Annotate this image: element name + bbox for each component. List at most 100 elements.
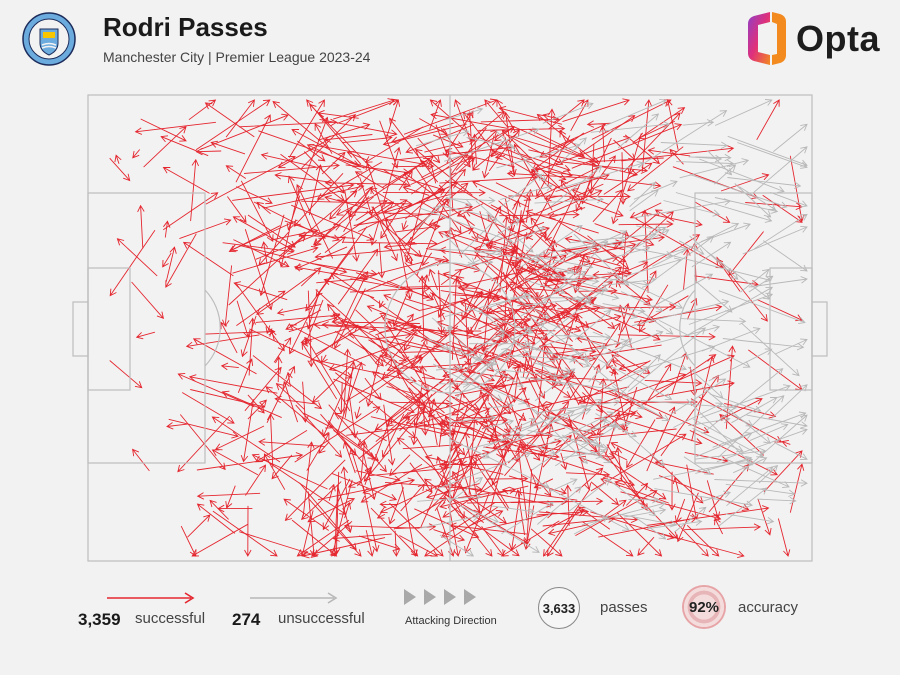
successful-pass-arrow	[377, 334, 388, 357]
header: Rodri Passes Manchester City | Premier L…	[0, 0, 900, 80]
successful-pass-arrow	[271, 454, 293, 480]
unsuccessful-pass-arrow	[483, 416, 555, 449]
attacking-direction-icon	[404, 589, 476, 605]
successful-pass-arrow	[317, 109, 359, 119]
successful-pass-arrow	[337, 322, 377, 333]
unsuccessful-pass-arrow	[629, 189, 659, 212]
unsuccessful-pass-arrow	[691, 241, 732, 268]
unsuccessful-pass-arrow	[445, 196, 496, 205]
successful-pass-arrow	[725, 345, 736, 429]
successful-pass-arrow	[360, 343, 384, 367]
successful-pass-arrow	[232, 181, 355, 201]
successful-pass-arrow	[165, 233, 197, 288]
successful-pass-arrow	[762, 194, 803, 223]
successful-pass-arrow	[614, 480, 625, 488]
successful-pass-arrow	[616, 390, 710, 434]
unsuccessful-pass-arrow	[542, 275, 600, 285]
successful-pass-arrow	[328, 483, 336, 501]
successful-pass-arrow	[210, 140, 246, 155]
successful-pass-arrow	[374, 313, 414, 364]
successful-pass-arrow	[433, 529, 466, 542]
unsuccessful-pass-arrow	[571, 431, 601, 447]
unsuccessful-pass-arrow	[467, 258, 494, 267]
unsuccessful-pass-arrow	[483, 418, 515, 429]
successful-pass-arrow	[542, 112, 557, 121]
unsuccessful-pass-arrow	[570, 285, 620, 301]
unsuccessful-pass-arrow	[550, 165, 603, 207]
successful-pass-arrow	[389, 454, 411, 477]
unsuccessful-pass-arrow	[613, 421, 665, 467]
successful-pass-arrow	[255, 311, 341, 323]
successful-pass-arrow	[109, 157, 131, 182]
successful-pass-arrow	[602, 499, 627, 518]
successful-pass-arrow	[195, 99, 271, 151]
successful-pass-arrow	[383, 169, 411, 187]
successful-pass-arrow	[582, 521, 634, 557]
successful-pass-arrow	[694, 201, 731, 223]
successful-pass-arrow	[311, 520, 353, 557]
unsuccessful-pass-arrow	[581, 501, 666, 526]
unsuccessful-label: unsuccessful	[278, 610, 365, 627]
successful-pass-arrow	[660, 374, 720, 457]
successful-pass-arrow	[428, 268, 439, 291]
successful-pass-arrow	[621, 270, 657, 333]
unsuccessful-pass-arrow	[574, 309, 612, 340]
unsuccessful-pass-arrow	[739, 186, 777, 211]
unsuccessful-pass-arrow	[762, 240, 808, 272]
successful-pass-arrow	[464, 493, 507, 524]
unsuccessful-pass-arrow	[694, 447, 767, 460]
successful-pass-arrow	[562, 98, 630, 123]
successful-pass-arrow	[137, 204, 145, 249]
unsuccessful-pass-arrow	[480, 310, 558, 380]
successful-pass-arrow	[560, 452, 568, 471]
successful-pass-arrow	[357, 199, 408, 226]
successful-pass-arrow	[424, 454, 504, 475]
successful-pass-arrow	[227, 196, 247, 223]
successful-pass-arrow	[303, 412, 334, 429]
successful-pass-arrow	[343, 348, 352, 415]
accuracy-label: accuracy	[738, 599, 799, 616]
successful-pass-arrow	[312, 196, 374, 246]
successful-pass-arrow	[627, 146, 684, 192]
successful-pass-arrow	[344, 501, 352, 519]
successful-pass-arrow	[528, 264, 616, 329]
unsuccessful-pass-arrow	[695, 280, 733, 313]
unsuccessful-pass-arrow	[692, 418, 764, 458]
successful-pass-arrow	[225, 99, 255, 138]
successful-pass-arrow	[387, 320, 454, 353]
successful-pass-arrow	[220, 321, 238, 354]
unsuccessful-pass-arrow	[699, 158, 785, 193]
successful-pass-arrow	[674, 498, 686, 523]
successful-pass-arrow	[536, 135, 571, 197]
successful-pass-arrow	[544, 194, 562, 202]
successful-pass-arrow	[763, 450, 803, 493]
unsuccessful-pass-arrow	[727, 135, 808, 167]
unsuccessful-pass-arrow	[507, 354, 577, 363]
unsuccessful-pass-arrow	[540, 338, 629, 365]
successful-pass-arrow	[312, 367, 350, 404]
successful-pass-arrow	[316, 497, 356, 518]
unsuccessful-pass-arrow	[567, 296, 638, 320]
successful-pass-arrow	[552, 340, 622, 355]
unsuccessful-pass-arrow	[716, 427, 808, 463]
successful-pass-arrow	[546, 508, 579, 557]
unsuccessful-pass-arrow	[461, 375, 527, 405]
unsuccessful-pass-arrow	[510, 417, 537, 431]
unsuccessful-pass-arrow	[675, 192, 773, 223]
successful-pass-arrow	[370, 416, 448, 437]
successful-pass-arrow	[456, 203, 484, 217]
successful-pass-arrow	[329, 168, 376, 220]
successful-pass-arrow	[683, 248, 691, 290]
right-six-yard-box	[769, 267, 813, 391]
unsuccessful-pass-arrow	[712, 411, 807, 448]
successful-pass-arrow	[545, 217, 562, 242]
successful-pass-arrow	[225, 485, 236, 509]
unsuccessful-count: 274	[232, 610, 261, 629]
successful-pass-arrow	[306, 432, 330, 471]
successful-pass-arrow	[400, 483, 425, 512]
successful-pass-arrow	[371, 206, 413, 265]
unsuccessful-pass-arrow	[497, 404, 589, 438]
successful-pass-arrow	[544, 170, 662, 189]
passes-count-badge: 3,633	[538, 587, 580, 629]
successful-pass-arrow	[245, 464, 267, 496]
